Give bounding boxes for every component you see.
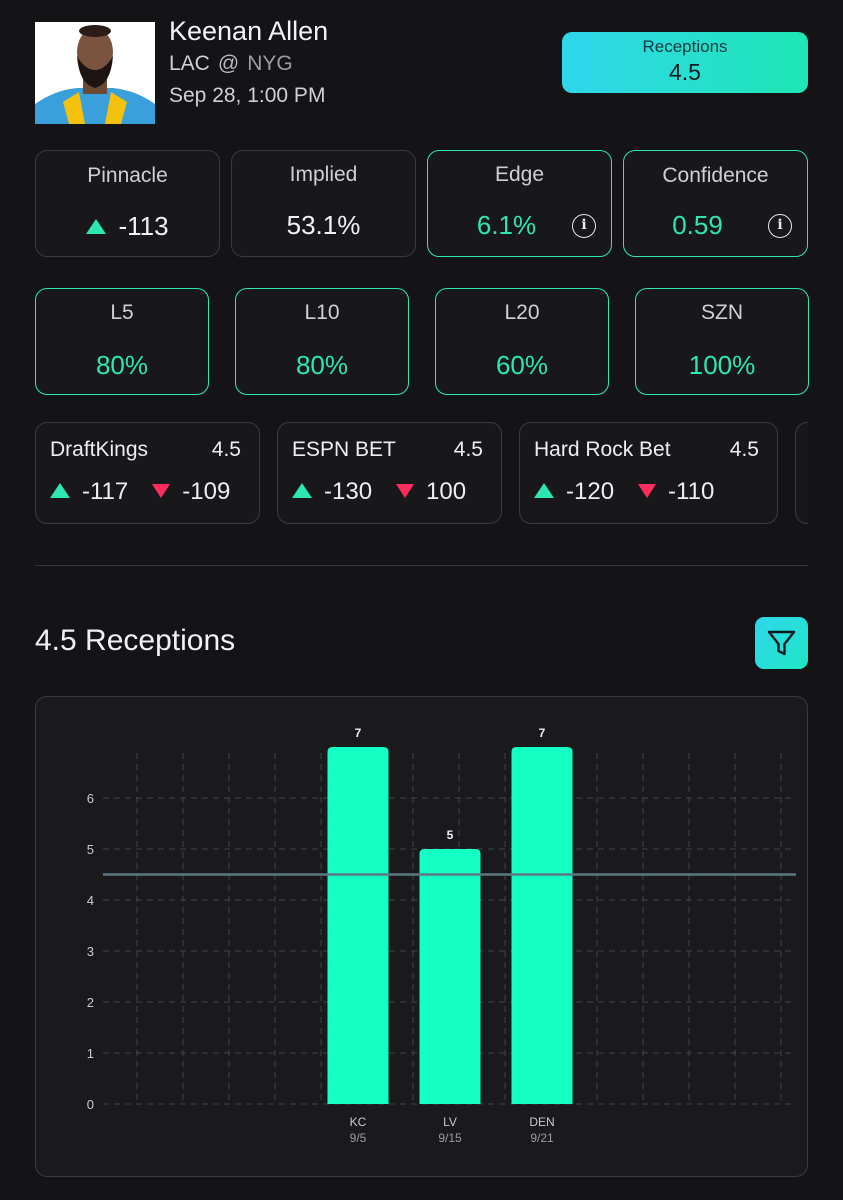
over-odds: -130 [324,478,373,505]
implied-title: Implied [289,163,358,186]
y-tick-label: 0 [87,1097,94,1112]
confidence-card: Confidence 0.59 i [623,150,808,257]
hit-rate-card-l20[interactable]: L20 60% [435,288,609,395]
prop-selector-button[interactable]: Receptions 4.5 [562,32,808,93]
bar-den[interactable] [511,747,573,1104]
bar-value-label: 7 [539,726,546,740]
x-tick-label: LV [443,1115,457,1129]
hit-rate-title: L5 [110,301,134,324]
bar-value-label: 7 [355,726,362,740]
bar-lv[interactable] [419,849,481,1104]
pinnacle-card: Pinnacle -113 [35,150,220,257]
triangle-up-icon [86,218,107,234]
hit-rate-value: 80% [95,350,149,380]
under-odds: -109 [182,478,231,505]
player-avatar [35,22,155,124]
opponent-abbr: NYG [247,52,293,75]
bar-value-label: 5 [447,828,454,842]
confidence-value: 0.59 [672,210,723,240]
hit-rate-card-l5[interactable]: L5 80% [35,288,209,395]
over-odds: -120 [566,478,615,505]
triangle-down-icon [396,483,415,498]
book-line: 4.5 [453,438,483,461]
y-tick-label: 2 [87,995,94,1010]
hit-rate-card-szn[interactable]: SZN 100% [635,288,809,395]
under-odds: 100 [426,478,467,505]
bar-kc[interactable] [327,747,389,1104]
hit-rate-card-l10[interactable]: L10 80% [235,288,409,395]
confidence-title: Confidence [662,164,769,187]
hit-rate-value: 100% [688,350,756,380]
triangle-down-icon [638,483,657,498]
book-name: DraftKings [50,438,149,461]
hit-rate-title: L10 [304,301,340,324]
y-axis: 0 1 2 3 4 5 6 [87,791,94,1112]
implied-value: 53.1% [286,210,361,240]
hit-rate-title: L20 [504,301,540,324]
x-axis: KC 9/5 LV 9/15 DEN 9/21 [350,1115,555,1145]
y-tick-label: 3 [87,944,94,959]
triangle-up-icon [534,483,554,499]
book-odds: -120 -110 [534,478,714,506]
book-card-partial[interactable] [795,422,808,524]
book-odds: -130 100 [292,478,466,506]
game-time: Sep 28, 1:00 PM [169,84,326,107]
triangle-up-icon [292,483,312,499]
section-title: 4.5 Receptions [35,624,236,657]
implied-card: Implied 53.1% [231,150,416,257]
triangle-down-icon [152,483,171,498]
edge-title: Edge [494,163,545,186]
hit-rate-value: 80% [295,350,349,380]
section-divider [35,565,808,566]
matchup: LAC @ NYG [169,52,293,76]
x-tick-date: 9/5 [350,1131,367,1145]
x-tick-label: KC [350,1115,367,1129]
book-card-espn-bet[interactable]: ESPN BET 4.5 -130 100 [277,422,502,524]
pinnacle-title: Pinnacle [87,164,168,187]
book-card-hard-rock-bet[interactable]: Hard Rock Bet 4.5 -120 -110 [519,422,778,524]
bars: 7 5 7 [327,726,573,1104]
team-abbr: LAC [169,52,210,75]
under-odds: -110 [668,478,715,505]
x-tick-label: DEN [529,1115,554,1129]
x-tick-date: 9/21 [530,1131,554,1145]
pinnacle-value-row: -113 [36,211,219,242]
chart-svg: 0 1 2 3 4 5 6 7 5 7 KC 9/5 LV 9/15 DEN 9/21 [87,726,796,1145]
x-tick-date: 9/15 [438,1131,462,1145]
hit-rate-value: 60% [495,350,549,380]
edge-info-icon[interactable]: i [572,214,596,238]
receptions-chart: 0 1 2 3 4 5 6 7 5 7 KC 9/5 LV 9/15 DEN 9/21 [35,696,808,1177]
header: Keenan Allen LAC @ NYG Sep 28, 1:00 PM Rec… [0,0,843,130]
y-tick-label: 6 [87,791,94,806]
book-line: 4.5 [729,438,759,461]
at-symbol: @ [217,52,240,75]
filter-icon [767,630,796,656]
confidence-info-icon[interactable]: i [768,214,792,238]
triangle-up-icon [50,483,70,499]
book-odds: -117 -109 [50,478,230,506]
y-tick-label: 1 [87,1046,94,1061]
pinnacle-value: -113 [118,211,169,241]
edge-card: Edge 6.1% i [427,150,612,257]
y-tick-label: 4 [87,893,94,908]
hit-rate-title: SZN [701,301,743,324]
over-odds: -117 [82,478,129,505]
player-name: Keenan Allen [169,16,329,46]
book-card-draftkings[interactable]: DraftKings 4.5 -117 -109 [35,422,260,524]
edge-value: 6.1% [476,210,537,240]
book-name: Hard Rock Bet [534,438,671,461]
prop-label: Receptions [642,37,728,56]
book-name: ESPN BET [292,438,396,461]
filter-button[interactable] [755,617,808,669]
y-tick-label: 5 [87,842,94,857]
book-line: 4.5 [211,438,241,461]
prop-line: 4.5 [669,59,701,85]
